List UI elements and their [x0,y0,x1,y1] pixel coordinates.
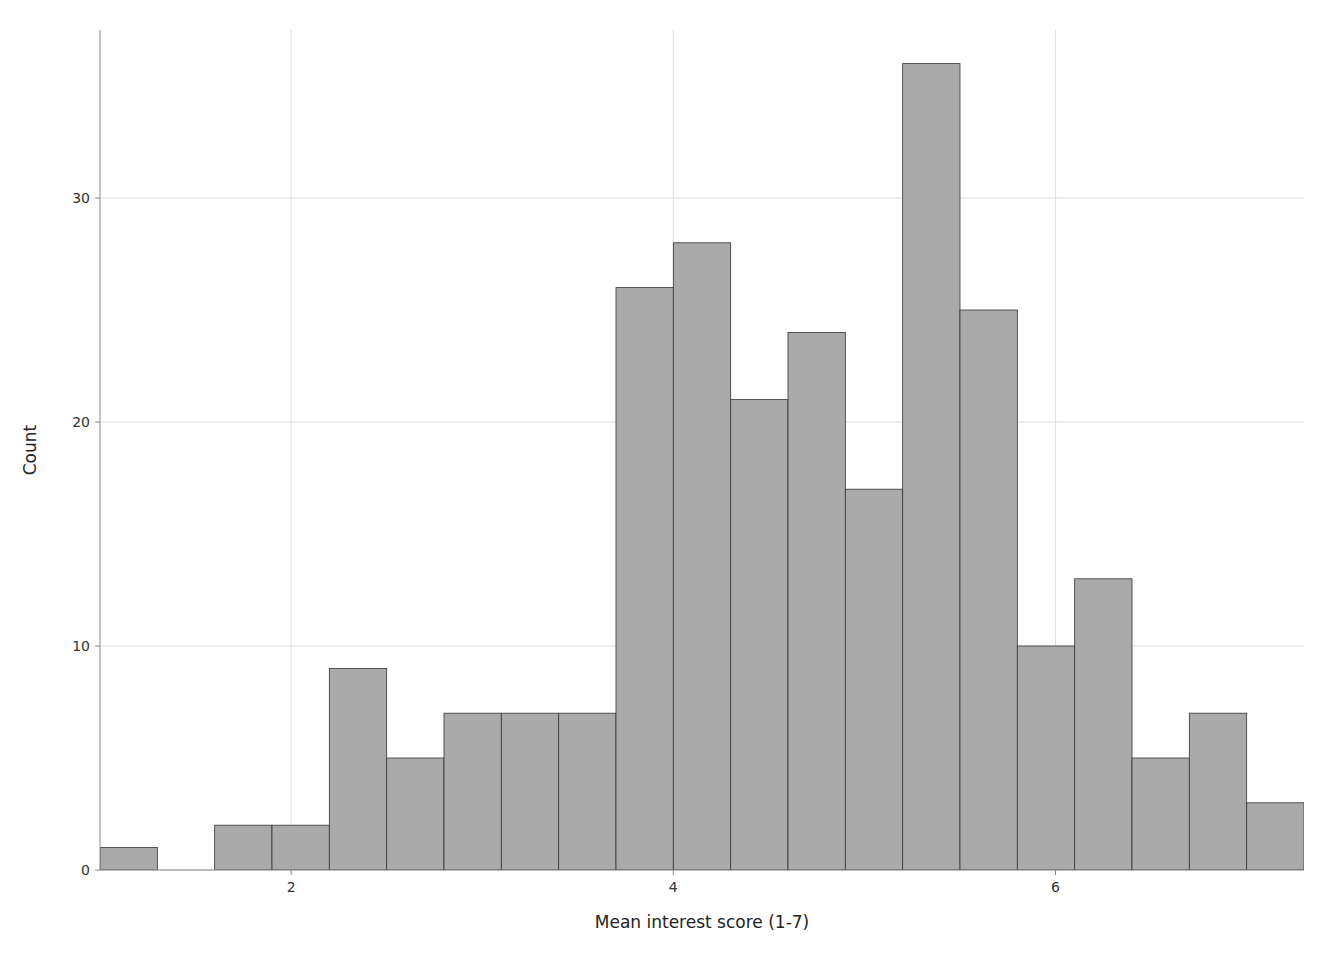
y-axis-line [100,30,101,870]
grid-line-y [100,870,1304,871]
y-tick-label: 20 [72,414,90,430]
x-tick-label: 4 [669,879,678,895]
bar [387,758,444,870]
chart: 2 4 6 0 10 20 30 Mean interest score (1-7) Count [0,0,1344,960]
bar [215,825,272,870]
x-axis-label: Mean interest score (1-7) [595,912,809,932]
x-tick [1055,870,1056,875]
x-tick-label: 6 [1051,879,1060,895]
bar [1189,713,1246,870]
y-tick [95,646,100,647]
bar [444,713,501,870]
x-tick [673,870,674,875]
bar [731,400,788,870]
x-tick [291,870,292,875]
bar [329,668,386,870]
bar [100,848,157,870]
bar [1132,758,1189,870]
bar [788,332,845,870]
x-axis-line [100,870,1304,871]
y-tick-label: 30 [72,190,90,206]
y-tick-label: 0 [81,862,90,878]
y-tick [95,198,100,199]
bar [559,713,616,870]
x-tick-label: 2 [287,879,296,895]
bar [616,288,673,870]
bar [960,310,1017,870]
y-tick-label: 10 [72,638,90,654]
bars [100,64,1304,870]
bar [272,825,329,870]
y-axis-label: Count [20,424,40,475]
bar [501,713,558,870]
y-tick [95,870,100,871]
bar [1247,803,1304,870]
axes: 2 4 6 0 10 20 30 [72,30,1304,895]
bar [1075,579,1132,870]
grid-line-x [291,30,292,870]
bar [673,243,730,870]
bar [845,489,902,870]
bar [903,64,960,870]
grid-line-y [100,198,1304,199]
y-tick [95,422,100,423]
bar [1017,646,1074,870]
grid [100,30,1304,870]
